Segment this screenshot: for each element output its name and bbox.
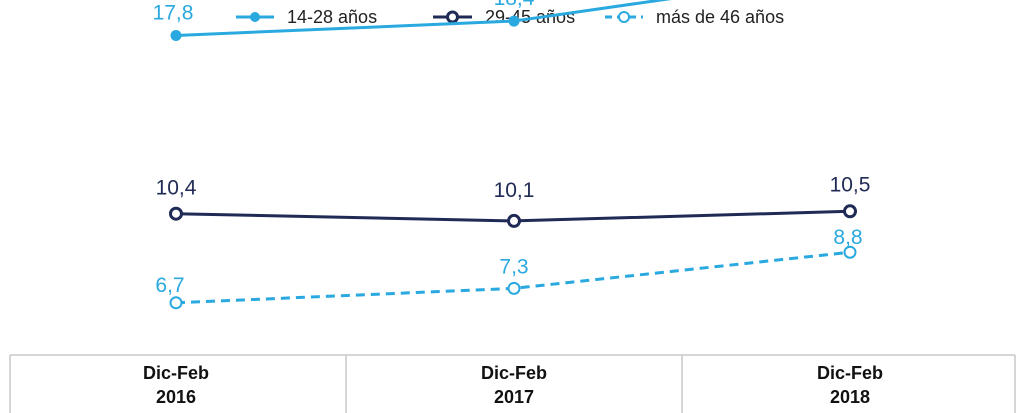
legend-marker-1 xyxy=(250,12,260,22)
category-label-line-2: 2018 xyxy=(830,387,870,407)
data-point xyxy=(169,296,183,310)
category-label-1: Dic-Feb 2016 xyxy=(143,363,209,407)
data-point xyxy=(843,204,857,219)
data-point xyxy=(507,213,521,228)
data-point xyxy=(507,281,521,295)
category-label-3: Dic-Feb 2018 xyxy=(817,363,883,407)
series-3: 6,7 7,3 8,8 xyxy=(155,226,863,310)
data-label: 17,8 xyxy=(153,2,194,25)
data-label: 8,8 xyxy=(833,226,862,249)
chart-legend: 14-28 años 29-45 años más de 46 años xyxy=(236,7,784,27)
data-label: 10,5 xyxy=(830,173,871,196)
category-label-line-2: 2016 xyxy=(156,387,196,407)
legend-item-3: más de 46 años xyxy=(605,7,784,27)
category-label-line-1: Dic-Feb xyxy=(143,363,209,383)
data-point xyxy=(508,15,520,27)
category-label-line-1: Dic-Feb xyxy=(817,363,883,383)
legend-marker-2 xyxy=(446,10,459,24)
data-label: 10,1 xyxy=(494,179,535,202)
series-layer: 17,818,420,410,410,110,56,77,38,8 xyxy=(153,0,871,310)
legend-marker-3 xyxy=(618,11,630,23)
data-label: 7,3 xyxy=(499,255,528,278)
data-point xyxy=(843,245,857,259)
data-point xyxy=(169,206,183,221)
category-label-line-1: Dic-Feb xyxy=(481,363,547,383)
legend-item-1: 14-28 años xyxy=(236,7,377,27)
category-label-line-2: 2017 xyxy=(494,387,534,407)
series-2: 10,4 10,1 10,5 xyxy=(156,173,871,228)
data-label: 18,4 xyxy=(494,0,535,10)
category-axis-box: Dic-Feb 2016 Dic-Feb 2017 Dic-Feb 2018 xyxy=(9,354,1016,413)
legend-label-3: más de 46 años xyxy=(656,7,784,27)
category-label-2: Dic-Feb 2017 xyxy=(481,363,547,407)
data-label: 10,4 xyxy=(156,177,197,200)
data-point xyxy=(170,30,182,42)
series-1: 17,818,420,4 xyxy=(153,0,672,42)
legend-label-1: 14-28 años xyxy=(287,7,377,27)
data-label: 6,7 xyxy=(155,274,184,297)
